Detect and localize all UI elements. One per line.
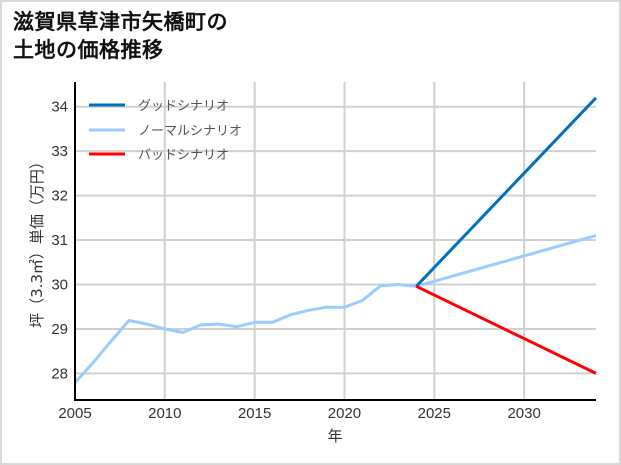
y-tick-label: 34	[51, 99, 68, 116]
x-tick-label: 2015	[238, 405, 271, 422]
series-line-1	[73, 234, 597, 384]
y-axis-label: 坪（3.3㎡）単価（万円）	[28, 154, 46, 328]
chart-title-line-2: 土地の価格推移	[13, 38, 164, 62]
x-tick-label: 2020	[328, 405, 361, 422]
legend-label: グッドシナリオ	[138, 99, 229, 114]
legend-label: バッドシナリオ	[138, 148, 229, 163]
y-tick-label: 32	[51, 188, 68, 205]
legend-label: ノーマルシナリオ	[138, 124, 242, 139]
x-tick-label: 2030	[507, 405, 540, 422]
y-tick-label: 30	[51, 277, 68, 294]
y-tick-label: 31	[51, 232, 68, 249]
x-tick-label: 2005	[58, 405, 91, 422]
y-tick-label: 28	[51, 365, 68, 382]
series-line-2	[415, 284, 597, 375]
chart-title: 滋賀県草津市矢橋町の 土地の価格推移	[13, 8, 228, 64]
x-axis-label: 年	[327, 427, 342, 445]
y-tick-label: 29	[51, 321, 68, 338]
data-series	[73, 96, 598, 384]
y-tick-label: 33	[51, 143, 68, 160]
chart-title-line-1: 滋賀県草津市矢橋町の	[13, 10, 228, 34]
x-tick-label: 2025	[418, 405, 451, 422]
tick-labels: 2005 2010 2015 2020 2025 2030 28 29 30 31 32 33 34	[51, 99, 541, 422]
series-line-0	[415, 96, 598, 288]
axes	[74, 82, 596, 401]
x-tick-label: 2010	[148, 405, 181, 422]
